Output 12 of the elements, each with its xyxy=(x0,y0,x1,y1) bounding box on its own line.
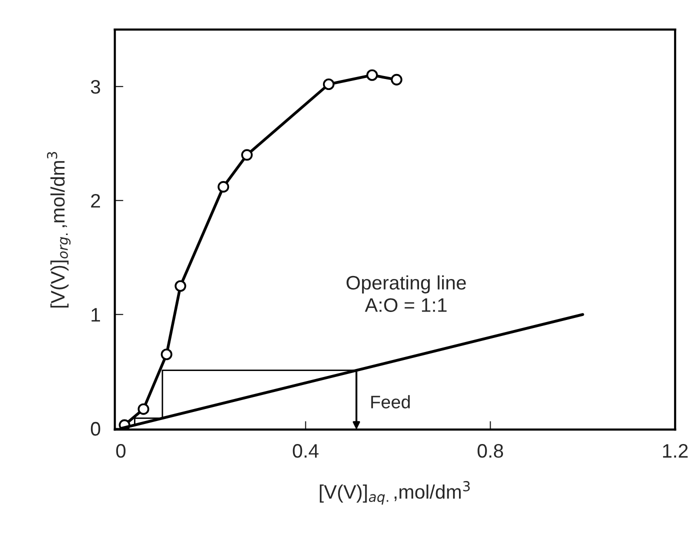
x-tick-label: 1.2 xyxy=(663,444,688,458)
y-tick-label: 1 xyxy=(92,308,100,322)
annotation: Operating line A:O = 1:1 xyxy=(346,275,466,312)
x-axis-title: [V(V)]$_{aq.}$,mol/dm$^{3}$ xyxy=(320,481,470,505)
y-tick-label: 3 xyxy=(90,80,100,94)
x-tick-label: 0.8 xyxy=(478,444,504,458)
x-tick-label: 0.4 xyxy=(292,444,319,458)
y-tick-label: 2 xyxy=(91,194,100,208)
annotation: Feed xyxy=(371,395,410,408)
x-tick-label: 0 xyxy=(116,444,126,458)
y-axis-title: [V(V)]$_{org.}$,mol/dm$^{3}$ xyxy=(46,152,71,308)
y-tick-label: 0 xyxy=(90,422,100,436)
